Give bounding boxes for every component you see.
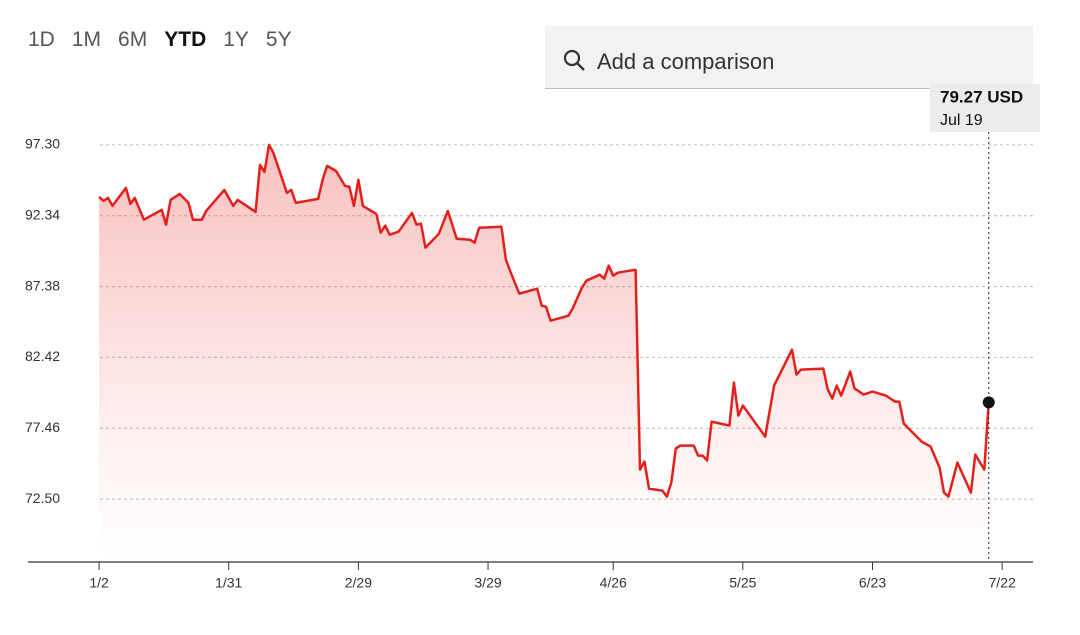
search-placeholder: Add a comparison [597,49,775,74]
last-point [982,396,995,409]
x-tick-label: 4/26 [600,575,627,591]
y-tick-label: 77.46 [25,419,60,435]
x-tick-label: 6/23 [859,575,886,591]
x-tick-label: 1/31 [215,575,242,591]
y-tick-label: 72.50 [25,490,60,506]
range-button[interactable]: 1M [71,28,102,51]
area-fill [99,144,989,562]
x-tick-label: 2/29 [345,575,372,591]
tooltip-box [930,84,1040,132]
tooltip-value: 79.27 USD [940,87,1023,106]
y-tick-label: 92.34 [25,206,60,222]
y-tick-label: 97.30 [25,136,60,152]
price-line [98,143,990,498]
range-button[interactable]: YTD [164,28,207,51]
x-tick-label: 3/29 [474,575,501,591]
range-button[interactable]: 1D [28,28,55,51]
range-button[interactable]: 5Y [265,28,292,51]
tooltip-date: Jul 19 [940,112,983,129]
range-selector: 1D 1M 6M YTD 1Y 5Y [28,28,292,52]
range-button[interactable]: 6M [118,28,148,51]
x-tick-label: 5/25 [729,575,756,591]
y-tick-label: 87.38 [25,277,60,293]
x-tick-label: 1/2 [89,575,109,591]
search-icon [563,49,585,71]
comparison-search[interactable]: Add a comparison [545,26,1033,89]
x-tick-label: 7/22 [989,575,1016,591]
range-button[interactable]: 1Y [223,28,249,51]
y-tick-label: 82.42 [25,348,60,364]
